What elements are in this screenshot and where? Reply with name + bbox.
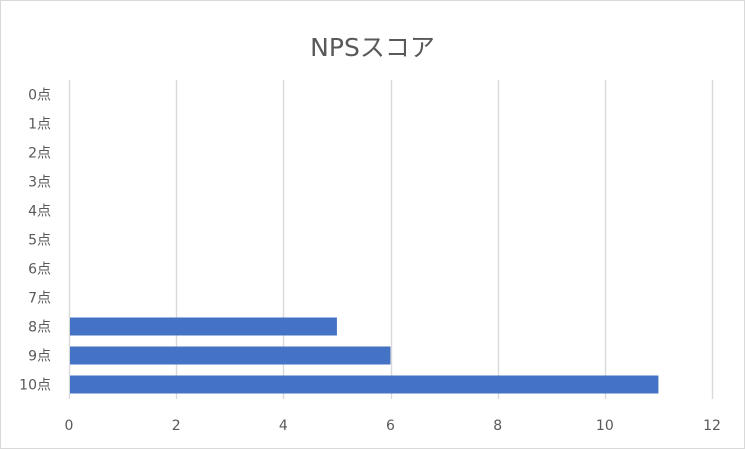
x-tick-label: 8 [493, 418, 502, 434]
x-tick-label: 2 [172, 418, 181, 434]
y-tick-label: 6点 [28, 262, 51, 278]
x-tick-label: 0 [65, 418, 74, 434]
x-tick-label: 4 [279, 418, 288, 434]
y-tick-label: 9点 [28, 349, 51, 365]
y-tick-label: 4点 [28, 204, 51, 220]
y-tick-label: 10点 [19, 378, 51, 394]
bar-9点 [70, 346, 391, 365]
chart-title: NPSスコア [310, 33, 435, 62]
x-tick-label: 12 [703, 418, 721, 434]
y-tick-label: 5点 [28, 233, 51, 249]
x-tick-label: 6 [386, 418, 395, 434]
x-tick-label: 10 [596, 418, 614, 434]
y-tick-label: 3点 [28, 175, 51, 191]
bar-10点 [70, 375, 659, 394]
y-tick-label: 7点 [28, 291, 51, 307]
y-tick-label: 1点 [28, 117, 51, 133]
bar-8点 [70, 317, 337, 336]
y-tick-label: 8点 [28, 320, 51, 336]
y-tick-label: 0点 [28, 88, 51, 104]
y-tick-label: 2点 [28, 146, 51, 162]
